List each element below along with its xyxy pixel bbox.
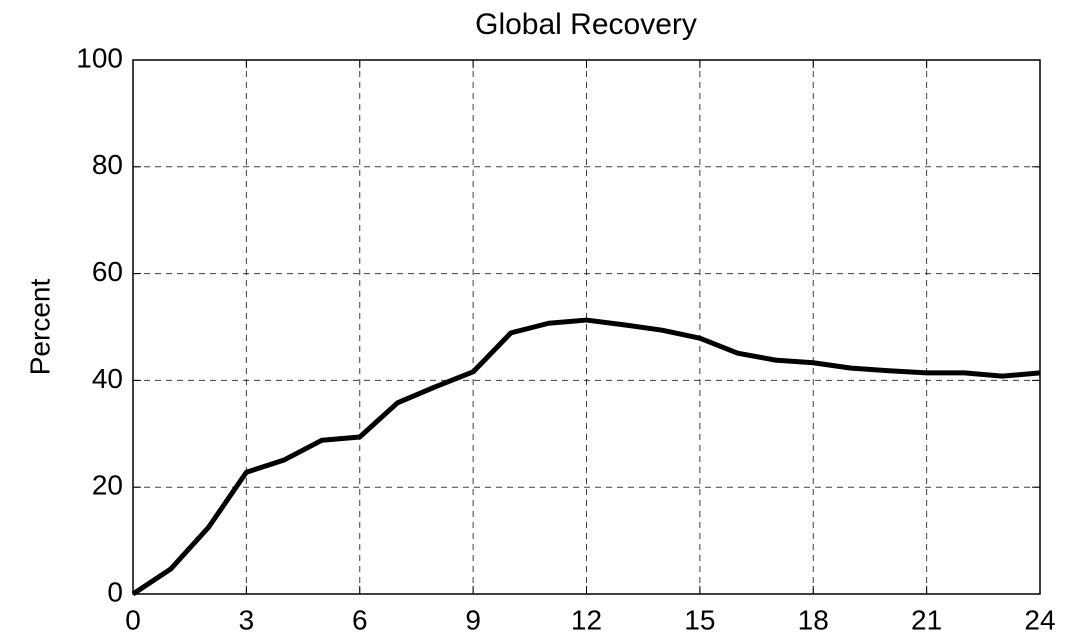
y-tick-label: 100 bbox=[76, 42, 123, 73]
x-tick-label: 0 bbox=[125, 604, 141, 635]
y-tick-label: 20 bbox=[92, 470, 123, 501]
x-tick-label: 6 bbox=[352, 604, 368, 635]
x-tick-label: 24 bbox=[1024, 604, 1055, 635]
y-tick-label: 40 bbox=[92, 363, 123, 394]
x-tick-label: 21 bbox=[911, 604, 942, 635]
chart-title: Global Recovery bbox=[475, 8, 697, 41]
x-tick-label: 18 bbox=[798, 604, 829, 635]
line-series bbox=[131, 317, 1041, 597]
y-tick-label: 60 bbox=[92, 256, 123, 287]
y-axis-label: Percent bbox=[24, 279, 55, 376]
x-tick-label: 12 bbox=[571, 604, 602, 635]
y-tick-label: 0 bbox=[107, 576, 123, 607]
y-tick-label: 80 bbox=[92, 149, 123, 180]
x-tick-label: 9 bbox=[465, 604, 481, 635]
x-tick-label: 15 bbox=[684, 604, 715, 635]
x-tick-label: 3 bbox=[239, 604, 255, 635]
plot-frame bbox=[132, 59, 1041, 595]
